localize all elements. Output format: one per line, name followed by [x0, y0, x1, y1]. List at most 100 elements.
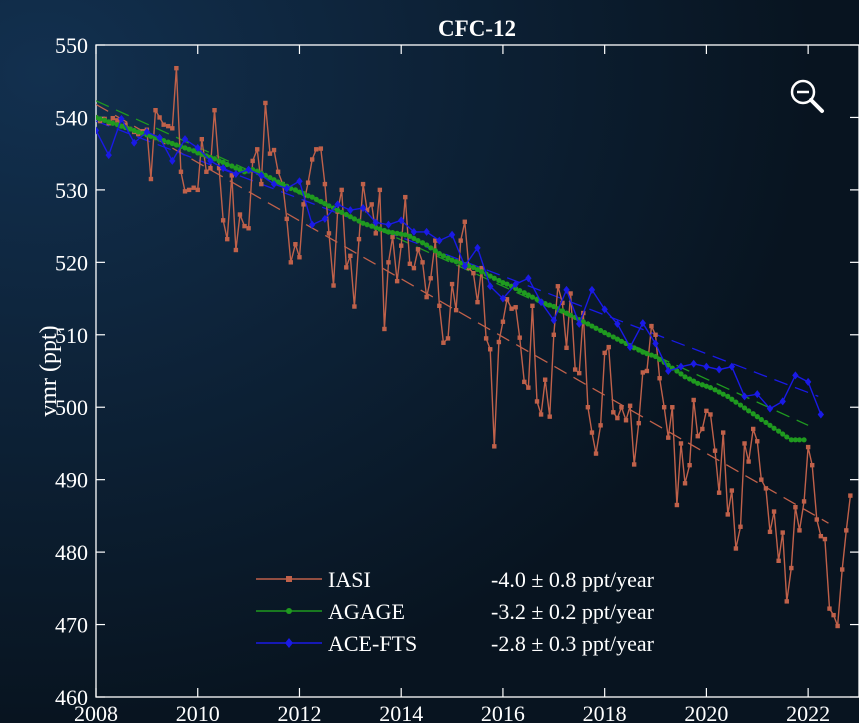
data-point: [199, 136, 205, 142]
data-point: [750, 426, 756, 432]
data-point: [475, 299, 480, 305]
data-point: [822, 536, 828, 542]
data-point: [359, 204, 367, 212]
data-point: [626, 343, 634, 352]
data-point: [615, 415, 620, 421]
data-point: [466, 263, 472, 269]
data-point: [529, 294, 536, 300]
data-point: [166, 123, 171, 129]
data-point: [219, 164, 227, 173]
data-point: [369, 202, 374, 207]
series-line-ace-fts: [96, 117, 822, 415]
data-point: [788, 437, 794, 443]
data-point: [398, 231, 404, 237]
data-point: [174, 65, 179, 71]
data-point: [394, 278, 400, 284]
data-point: [746, 459, 751, 464]
data-point: [250, 158, 255, 164]
data-point: [339, 187, 344, 193]
y-tick-label: 490: [55, 468, 88, 493]
x-tick-label: 2022: [786, 701, 830, 723]
data-point: [382, 326, 387, 332]
data-point: [738, 524, 743, 529]
data-point: [123, 122, 128, 127]
data-point: [720, 391, 726, 397]
data-point: [229, 173, 235, 178]
data-point: [804, 377, 812, 386]
data-point: [563, 285, 570, 294]
data-point: [288, 260, 294, 265]
y-tick-label: 500: [55, 395, 88, 420]
data-point: [509, 306, 514, 311]
data-point: [627, 403, 633, 408]
zoom-out-icon[interactable]: [790, 79, 824, 113]
data-point: [577, 370, 582, 376]
data-point: [208, 165, 213, 171]
data-point: [814, 517, 819, 522]
data-point: [259, 181, 264, 187]
data-point: [170, 126, 175, 131]
data-point: [157, 115, 162, 120]
data-point: [678, 371, 684, 377]
data-point: [636, 347, 642, 353]
data-point: [550, 316, 557, 325]
data-point: [423, 227, 430, 236]
data-point: [639, 319, 647, 328]
data-point: [233, 247, 239, 253]
x-tick-label: 2018: [583, 701, 627, 723]
data-point: [741, 392, 748, 401]
data-point: [322, 201, 328, 207]
x-tick-label: 2010: [176, 701, 220, 723]
data-point: [318, 198, 324, 205]
legend-marker-agage: [286, 608, 292, 614]
data-point: [848, 493, 853, 498]
data-point: [437, 303, 442, 308]
data-point: [652, 353, 659, 360]
data-point: [593, 325, 599, 331]
data-point: [270, 180, 278, 189]
data-point: [385, 220, 392, 229]
data-point: [165, 139, 171, 145]
data-point: [631, 345, 637, 351]
data-point: [712, 387, 718, 393]
x-tick-label: 2008: [74, 701, 118, 723]
data-point: [195, 187, 200, 193]
data-point: [690, 359, 697, 368]
data-point: [347, 206, 354, 215]
data-point: [322, 181, 328, 187]
data-point: [191, 148, 197, 154]
legend-marker-iasi: [286, 576, 292, 582]
data-point: [309, 194, 315, 200]
data-point: [687, 376, 693, 382]
data-point: [817, 410, 825, 419]
data-point: [275, 169, 281, 174]
data-point: [588, 285, 596, 294]
data-point: [703, 362, 710, 371]
data-point: [369, 223, 375, 229]
legend-label-agage: AGAGE: [328, 599, 405, 624]
data-point: [741, 405, 748, 411]
data-point: [640, 349, 646, 355]
data-point: [428, 276, 433, 281]
data-point: [526, 385, 531, 390]
data-point: [517, 287, 523, 294]
data-point: [267, 151, 273, 156]
data-point: [348, 253, 353, 259]
y-tick-label: 530: [55, 178, 88, 203]
data-point: [767, 422, 773, 428]
data-point: [335, 207, 341, 213]
data-point: [314, 147, 319, 152]
data-point: [754, 390, 761, 399]
y-tick-label: 460: [55, 685, 88, 710]
data-point: [301, 202, 306, 207]
data-point: [377, 226, 383, 232]
data-point: [742, 441, 747, 446]
data-point: [763, 486, 769, 491]
data-point: [216, 165, 222, 171]
data-point: [614, 336, 620, 342]
data-point: [428, 245, 434, 251]
data-point: [471, 271, 476, 276]
data-point: [707, 385, 714, 391]
data-point: [271, 147, 277, 153]
data-point: [801, 437, 807, 443]
